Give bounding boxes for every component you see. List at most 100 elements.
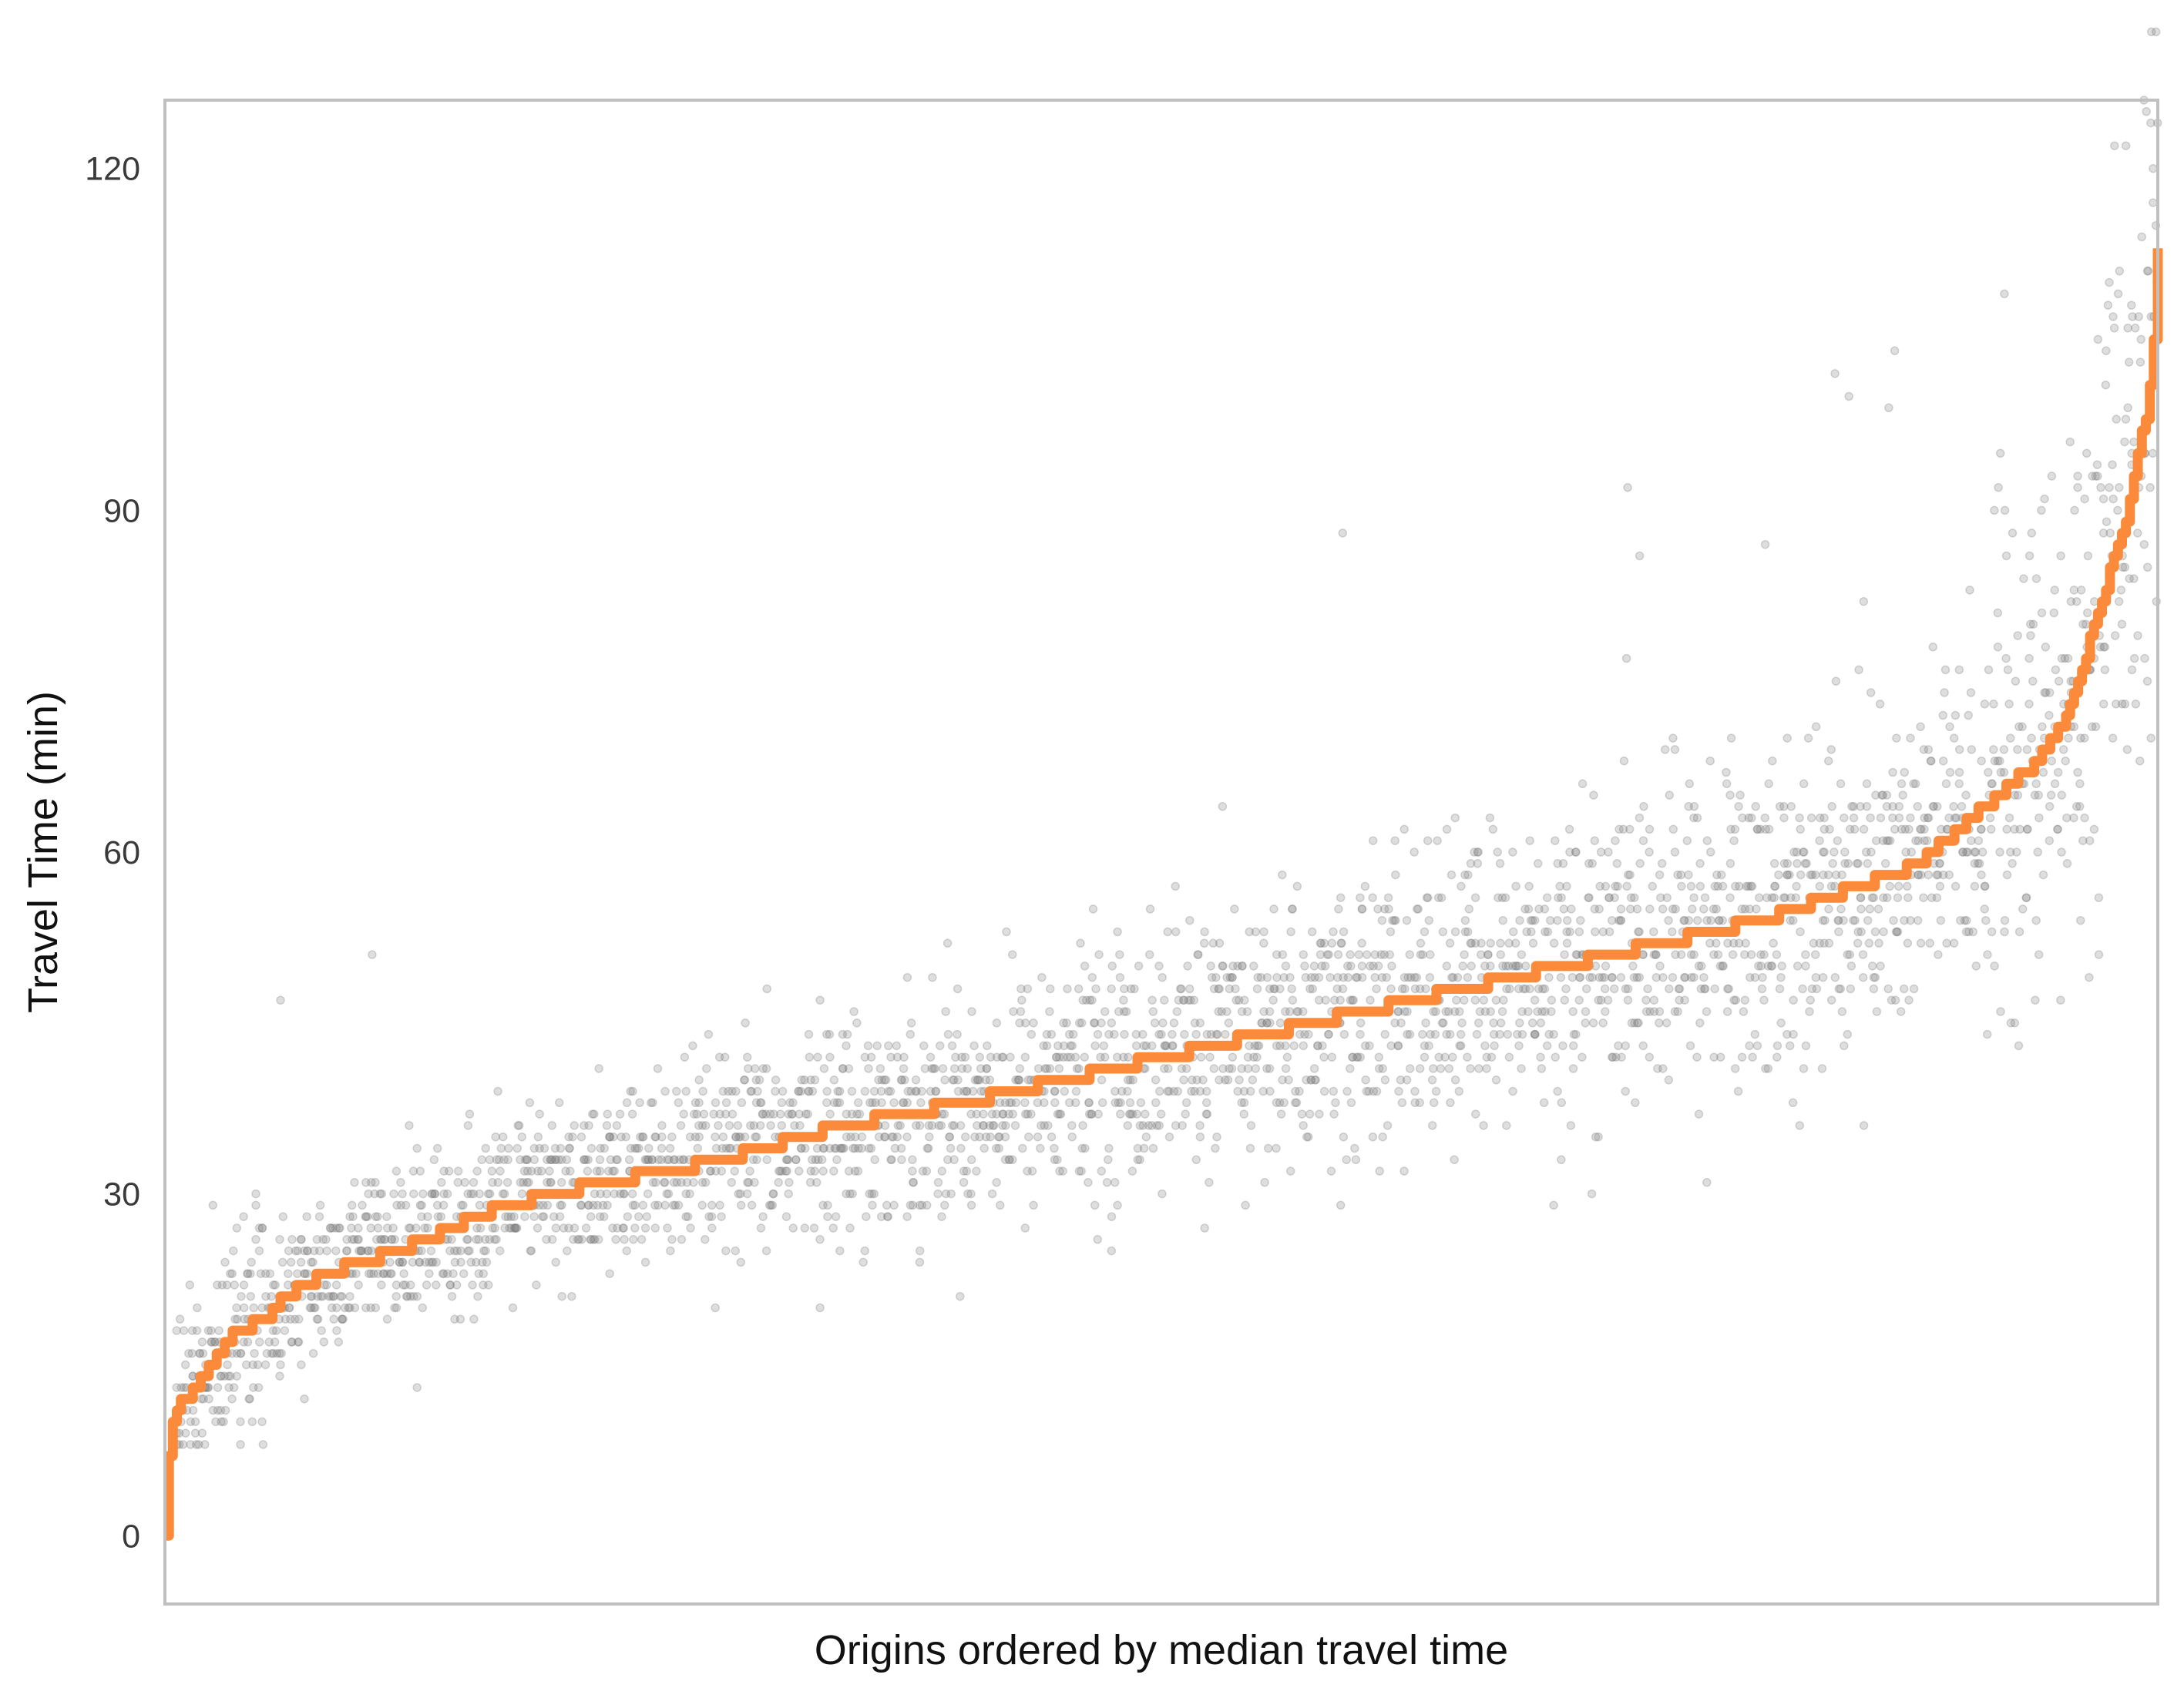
scatter-point	[937, 1212, 946, 1221]
scatter-point	[1785, 870, 1794, 880]
scatter-point	[1722, 767, 1731, 777]
scatter-point	[2105, 529, 2115, 538]
scatter-point	[1733, 1086, 1743, 1096]
scatter-point	[2037, 608, 2047, 618]
scatter-point	[1662, 893, 1672, 902]
scatter-point	[570, 1223, 580, 1233]
scatter-point	[870, 1155, 879, 1165]
scatter-point	[1551, 1052, 1560, 1062]
scatter-point	[547, 1155, 557, 1165]
scatter-point	[706, 1166, 715, 1176]
scatter-point	[432, 1257, 441, 1267]
scatter-point	[1405, 1064, 1415, 1073]
scatter-point	[248, 1360, 257, 1370]
scatter-point	[194, 1440, 203, 1449]
scatter-point	[236, 1417, 245, 1427]
scatter-point	[301, 1269, 310, 1278]
scatter-point	[1151, 1076, 1161, 1085]
scatter-point	[2047, 471, 2057, 481]
scatter-point	[2133, 631, 2142, 640]
scatter-point	[197, 1337, 207, 1347]
scatter-point	[1448, 1052, 1457, 1062]
scatter-point	[1763, 1064, 1773, 1073]
scatter-point	[2108, 460, 2117, 469]
scatter-point	[1772, 1052, 1782, 1062]
scatter-point	[734, 1132, 744, 1142]
scatter-point	[439, 1166, 449, 1176]
scatter-point	[445, 1280, 455, 1290]
scatter-point	[296, 1257, 306, 1267]
scatter-point	[1495, 1029, 1504, 1039]
scatter-point	[1454, 1086, 1464, 1096]
scatter-point	[1634, 1018, 1643, 1028]
scatter-point	[586, 1143, 596, 1153]
scatter-point	[953, 1029, 962, 1039]
scatter-point	[2034, 790, 2043, 800]
scatter-point	[226, 1371, 235, 1381]
scatter-point	[499, 1155, 509, 1165]
scatter-point	[1498, 915, 1507, 925]
scatter-point	[1348, 995, 1357, 1005]
scatter-point	[533, 1223, 543, 1233]
scatter-point	[1684, 915, 1694, 925]
scatter-point	[278, 1212, 288, 1221]
scatter-point	[674, 1200, 684, 1210]
scatter-point	[1062, 1018, 1071, 1028]
scatter-point	[1191, 1155, 1201, 1165]
scatter-point	[699, 1109, 709, 1119]
scatter-point	[1900, 767, 1909, 777]
scatter-point	[586, 1235, 595, 1244]
scatter-point	[1357, 972, 1367, 982]
scatter-point	[853, 1166, 863, 1176]
scatter-point	[619, 1223, 628, 1233]
scatter-point	[2140, 653, 2149, 663]
scatter-point	[1590, 836, 1600, 845]
scatter-point	[1107, 1018, 1117, 1028]
scatter-point	[475, 1189, 484, 1199]
scatter-point	[2148, 448, 2158, 458]
scatter-point	[2057, 790, 2067, 800]
scatter-point	[232, 1303, 241, 1313]
scatter-point	[2069, 586, 2079, 595]
scatter-point	[642, 1212, 651, 1221]
scatter-point	[1932, 893, 1942, 902]
scatter-point	[409, 1189, 418, 1199]
scatter-point	[650, 1200, 660, 1210]
scatter-point	[986, 1132, 995, 1142]
scatter-point	[1856, 904, 1866, 914]
scatter-point	[286, 1257, 296, 1267]
scatter-point	[595, 1212, 605, 1221]
scatter-point	[1782, 733, 1792, 743]
scatter-point	[535, 1143, 544, 1153]
scatter-point	[1839, 915, 1848, 925]
scatter-point	[220, 1405, 230, 1415]
scatter-point	[1391, 870, 1400, 880]
scatter-point	[818, 1166, 828, 1176]
scatter-point	[992, 1018, 1002, 1028]
scatter-point	[302, 1269, 312, 1278]
scatter-point	[1495, 859, 1505, 868]
scatter-point	[638, 1200, 648, 1210]
scatter-point	[224, 1383, 234, 1392]
scatter-point	[1080, 1143, 1090, 1153]
scatter-point	[1243, 1064, 1253, 1073]
scatter-point	[175, 1314, 185, 1324]
scatter-point	[1027, 1166, 1037, 1176]
scatter-point	[2080, 733, 2089, 743]
scatter-point	[1818, 972, 1828, 982]
scatter-point	[335, 1223, 344, 1233]
scatter-point	[207, 1326, 216, 1335]
scatter-point	[1467, 961, 1476, 971]
scatter-point	[1568, 1007, 1578, 1016]
scatter-point	[1782, 859, 1793, 868]
scatter-point	[1544, 972, 1554, 982]
scatter-point	[1866, 847, 1876, 857]
scatter-point	[388, 1223, 398, 1233]
scatter-point	[742, 1052, 752, 1062]
scatter-point	[685, 1189, 694, 1199]
scatter-point	[559, 1223, 569, 1233]
scatter-point	[1560, 995, 1570, 1005]
scatter-point	[512, 1143, 522, 1153]
scatter-point	[1181, 1064, 1191, 1073]
scatter-point	[345, 1303, 354, 1313]
